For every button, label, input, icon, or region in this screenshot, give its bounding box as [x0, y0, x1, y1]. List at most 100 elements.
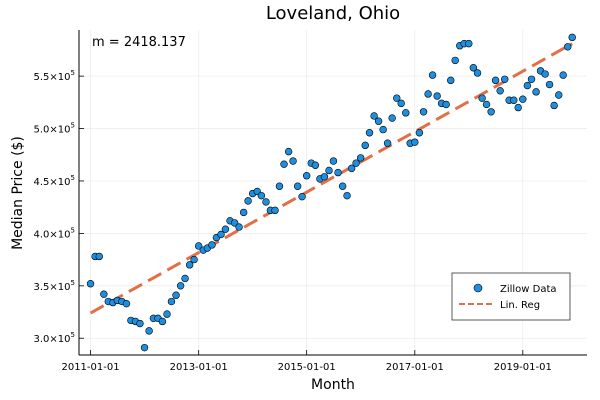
data-point [559, 71, 567, 79]
x-tick-label: 2017-01-01 [386, 362, 444, 373]
data-point [181, 274, 189, 283]
y-tick-label: 5.5×105 [34, 69, 75, 83]
legend-box [451, 272, 571, 321]
data-point [491, 76, 500, 85]
data-point [208, 241, 216, 249]
y-tick-label: 4.5×105 [34, 174, 75, 188]
data-point [122, 299, 131, 308]
data-point [140, 343, 149, 352]
data-point [311, 161, 320, 169]
data-point [95, 252, 103, 261]
data-point [568, 33, 576, 42]
data-point [545, 80, 554, 89]
ticks: 2011-01-01 2013-01-01 2015-01-01 2017-01-01… [34, 69, 552, 373]
x-tick-label: 2013-01-01 [170, 362, 228, 373]
x-tick-label: 2019-01-01 [494, 362, 552, 373]
data-point [176, 282, 185, 290]
data-point [86, 280, 95, 288]
data-point [298, 192, 306, 201]
data-point [550, 101, 558, 110]
data-point [465, 39, 473, 48]
data-point [383, 139, 392, 147]
regression-line [89, 42, 573, 315]
data-point [284, 147, 293, 156]
data-point [262, 198, 270, 206]
chart-title: Loveland, Ohio [266, 3, 400, 24]
data-point [442, 100, 450, 109]
data-point [361, 141, 369, 150]
y-tick-label: 4.0×105 [34, 226, 75, 240]
data-point [329, 157, 338, 165]
data-point [194, 242, 203, 250]
grid [79, 30, 587, 355]
data-point [487, 108, 495, 116]
data-point [428, 71, 437, 79]
data-point [271, 206, 279, 215]
data-point [397, 99, 405, 108]
data-point [482, 100, 491, 109]
data-point [172, 291, 180, 299]
data-point [352, 159, 360, 167]
data-point [370, 112, 378, 120]
data-point [239, 208, 248, 217]
data-point [163, 310, 171, 318]
data-point [555, 91, 563, 99]
data-point [145, 327, 153, 335]
data-point [510, 96, 518, 104]
data-point [424, 90, 432, 98]
data-point [136, 319, 144, 328]
data-point [402, 109, 410, 117]
data-point [158, 317, 167, 326]
data-point [514, 103, 522, 112]
y-axis-title: Median Price ($) [10, 136, 26, 250]
y-tick-label: 5.0×105 [34, 122, 75, 136]
x-tick-label: 2011-01-01 [61, 362, 119, 373]
y-tick-label: 3.0×105 [34, 331, 75, 345]
data-point [190, 255, 198, 264]
data-point [320, 173, 329, 181]
data-point [541, 70, 549, 78]
data-point [415, 129, 424, 137]
data-point [501, 75, 509, 83]
data-point [244, 197, 252, 205]
data-point [221, 225, 230, 233]
data-point [411, 138, 419, 146]
data-point [334, 168, 342, 177]
data-point [356, 154, 365, 162]
data-point [185, 261, 194, 269]
regression-series [89, 42, 573, 315]
data-point [347, 164, 356, 173]
data-point [433, 92, 441, 100]
data-point [167, 297, 176, 306]
axes [78, 30, 587, 356]
data-point [388, 114, 396, 122]
data-point [393, 94, 401, 102]
data-point [100, 290, 108, 298]
x-tick-label: 2015-01-01 [278, 362, 336, 373]
data-point [293, 182, 302, 190]
data-point [473, 69, 482, 77]
data-point [338, 182, 347, 190]
legend-scatter-marker [473, 283, 483, 293]
data-point [217, 230, 225, 239]
data-point [235, 223, 243, 231]
data-point [527, 75, 536, 83]
data-point [564, 43, 572, 51]
data-point [289, 157, 297, 165]
legend-scatter-label: Zillow Data [500, 284, 557, 295]
data-point [374, 117, 383, 125]
data-point [343, 191, 351, 200]
data-point [257, 191, 266, 200]
data-point [519, 95, 527, 103]
scatter-series [86, 33, 576, 352]
data-point [496, 87, 504, 95]
data-point [379, 125, 387, 134]
data-point [230, 219, 239, 227]
data-point [302, 172, 311, 180]
data-point [451, 56, 459, 65]
data-point [532, 88, 540, 96]
data-point [365, 129, 374, 137]
x-axis-title: Month [311, 377, 355, 393]
